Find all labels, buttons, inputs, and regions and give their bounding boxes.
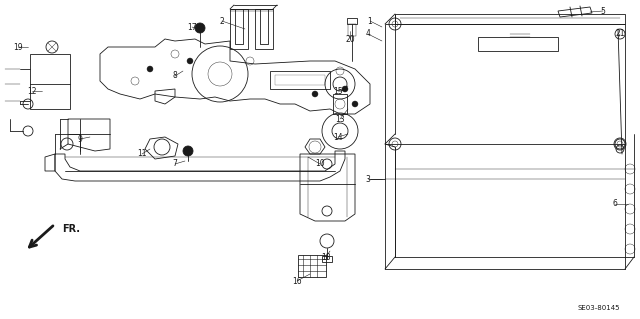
Bar [30,54,70,109]
Text: SE03-80145: SE03-80145 [577,305,620,311]
Bar [347,18,357,24]
Bar [322,256,332,262]
Text: 5: 5 [600,6,605,16]
Bar [275,75,325,85]
Text: 1: 1 [367,17,372,26]
Bar [270,71,330,89]
Circle shape [342,86,348,92]
Text: 17: 17 [187,23,197,32]
Text: 18: 18 [321,253,331,262]
Text: 14: 14 [333,132,343,142]
Bar [298,255,326,277]
Circle shape [352,101,358,107]
Bar [333,94,347,114]
Text: 2: 2 [220,17,225,26]
Text: 8: 8 [173,71,177,80]
Text: 10: 10 [315,160,325,168]
Text: 16: 16 [292,277,302,286]
Circle shape [312,91,318,97]
Circle shape [187,58,193,64]
Text: 13: 13 [335,115,345,123]
Text: 20: 20 [345,34,355,43]
Circle shape [183,146,193,156]
Text: 11: 11 [137,150,147,159]
Text: 3: 3 [365,174,371,183]
Bar [348,24,356,36]
Circle shape [195,23,205,33]
Circle shape [147,66,153,72]
Text: 6: 6 [612,199,618,209]
Text: 4: 4 [365,29,371,39]
Text: 19: 19 [13,42,23,51]
Text: 7: 7 [173,160,177,168]
Text: 15: 15 [333,86,343,95]
Text: FR.: FR. [62,224,80,234]
Text: 12: 12 [28,86,36,95]
Text: 21: 21 [615,29,625,39]
Text: 9: 9 [77,135,83,144]
Bar [478,37,558,51]
